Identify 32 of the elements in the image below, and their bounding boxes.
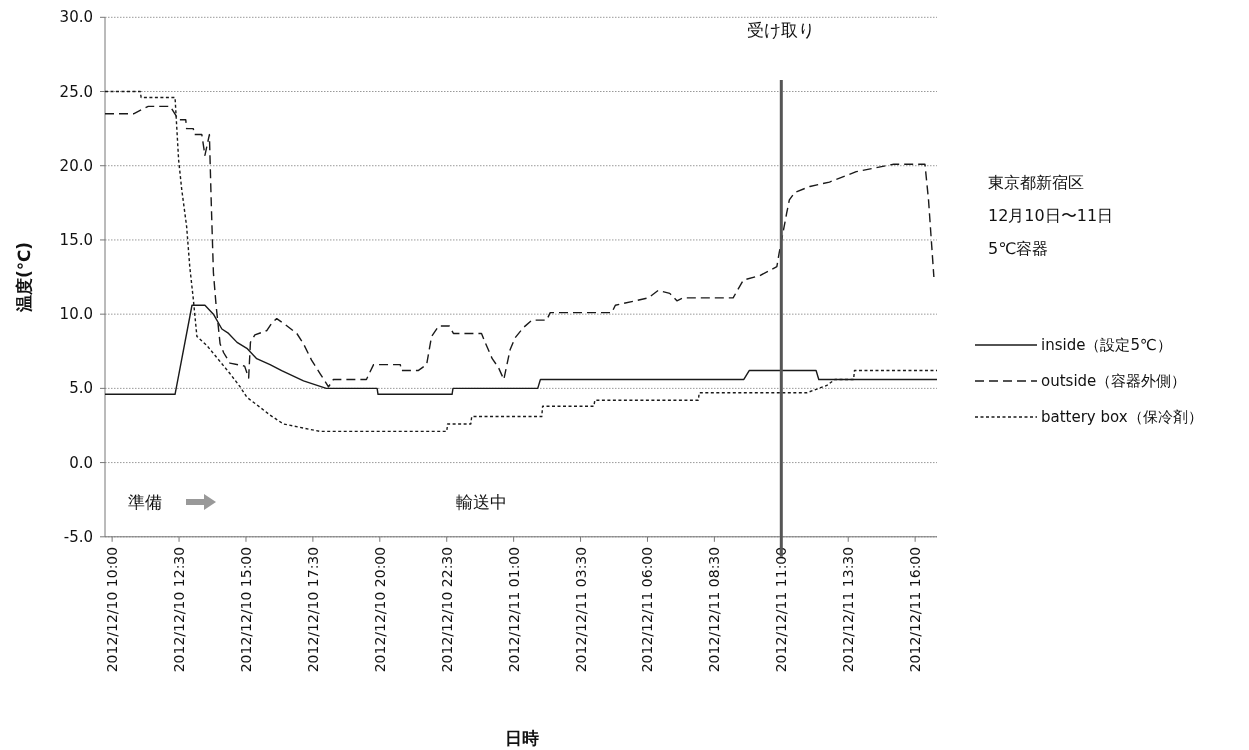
- legend-label: battery box（保冷剤）: [1041, 408, 1203, 426]
- y-tick-label: 5.0: [69, 379, 93, 398]
- x-tick-label: 2012/12/10 15:00: [237, 546, 254, 673]
- x-tick-label: 2012/12/11 03:30: [572, 546, 589, 673]
- text: 12月10日〜11日: [988, 206, 1114, 225]
- y-tick-label: -5.0: [63, 527, 93, 546]
- x-tick-label: 2012/12/11 11:00: [773, 546, 790, 673]
- x-tick-label: 2012/12/11 13:30: [840, 546, 857, 673]
- text: 5℃容器: [988, 239, 1049, 258]
- y-tick-label: 20.0: [59, 156, 93, 175]
- x-tick-label: 2012/12/11 08:30: [706, 546, 723, 673]
- text: 東京都新宿区: [988, 173, 1084, 192]
- x-tick-label: 2012/12/11 16:00: [907, 546, 924, 673]
- x-tick-label: 2012/12/11 01:00: [505, 546, 522, 673]
- y-tick-label: 0.0: [69, 453, 93, 472]
- x-tick-label: 2012/12/10 17:30: [304, 546, 321, 673]
- x-tick-label: 2012/12/10 22:30: [438, 546, 455, 673]
- annotation: 輸送中: [456, 492, 507, 512]
- x-tick-label: 2012/12/10 20:00: [371, 546, 388, 673]
- y-tick-label: 15.0: [59, 230, 93, 249]
- x-tick-label: 2012/12/11 06:00: [639, 546, 656, 673]
- y-axis-title: 温度(℃): [14, 241, 34, 314]
- y-tick-label: 25.0: [59, 82, 93, 101]
- y-tick-label: 30.0: [59, 8, 93, 27]
- x-tick-label: 2012/12/10 10:00: [104, 546, 121, 673]
- ref-line-label: 受け取り: [747, 20, 816, 40]
- y-tick-label: 10.0: [59, 305, 93, 324]
- legend-label: outside（容器外側）: [1041, 372, 1187, 390]
- legend-label: inside（設定5℃）: [1041, 336, 1172, 354]
- x-axis-title: 日時: [505, 728, 539, 748]
- annotation: 準備: [128, 492, 162, 512]
- x-tick-label: 2012/12/10 12:30: [171, 546, 188, 673]
